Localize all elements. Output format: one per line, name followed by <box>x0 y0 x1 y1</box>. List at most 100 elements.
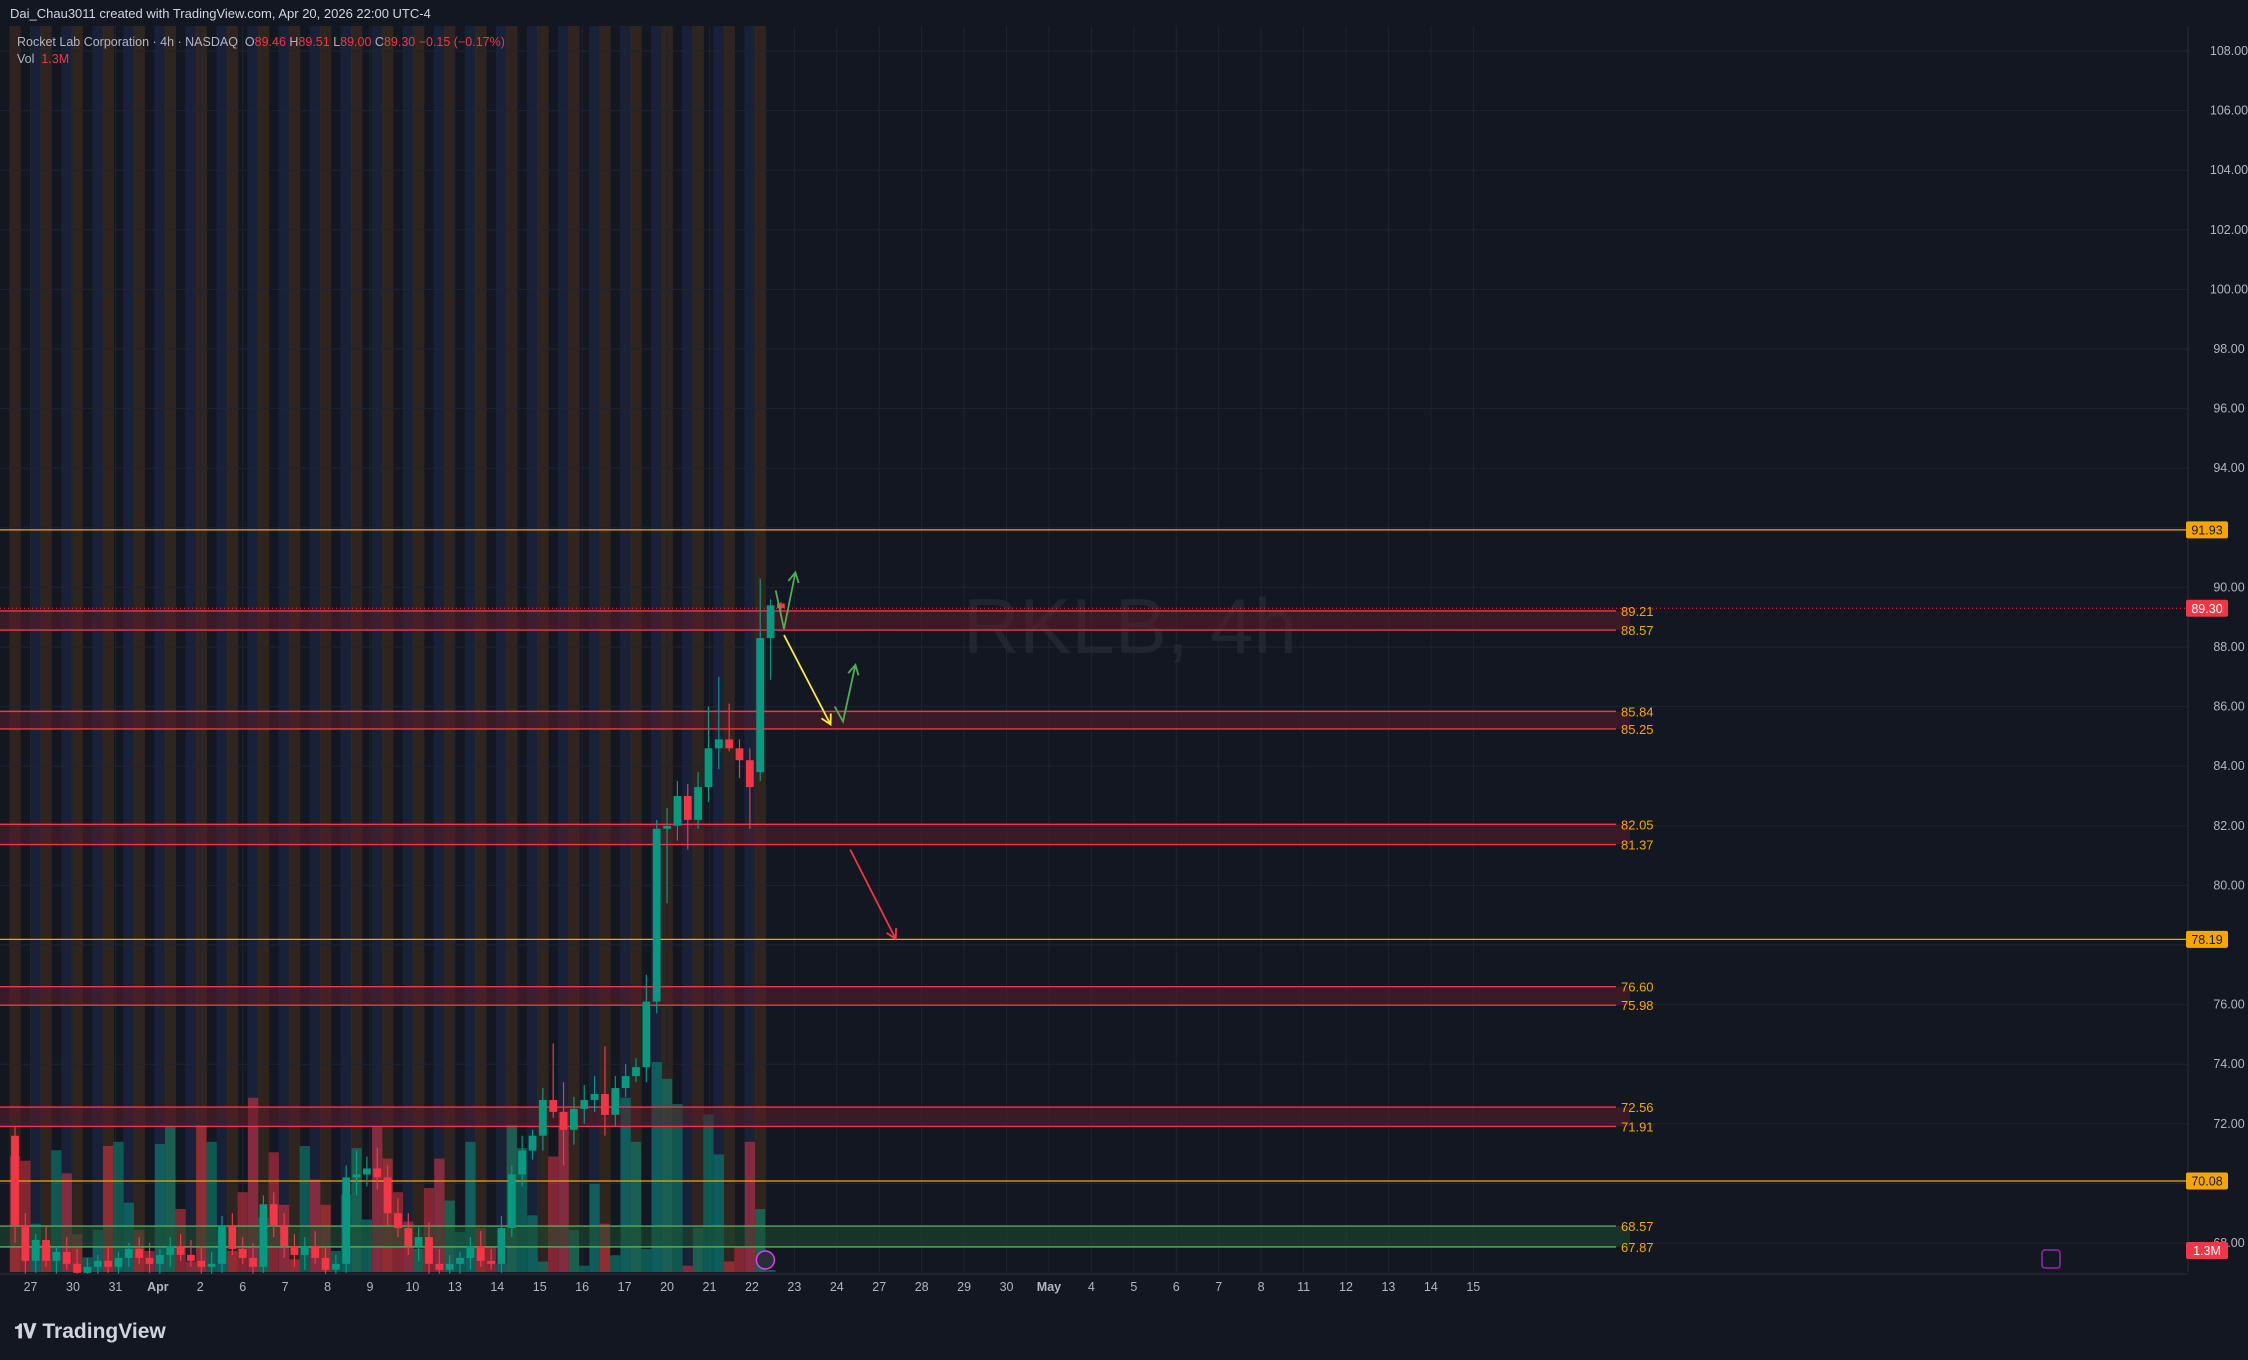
zone-bottom-label: 81.37 <box>1621 838 1654 853</box>
time-tick-label: 30 <box>66 1280 80 1294</box>
candle-body <box>518 1150 527 1175</box>
legend-low-label: L <box>333 35 341 49</box>
candle-down <box>559 1082 568 1166</box>
time-tick-label: 27 <box>24 1280 38 1294</box>
session-stripe <box>744 26 756 1272</box>
time-tick-label: 24 <box>830 1280 844 1294</box>
time-tick-label: 28 <box>915 1280 929 1294</box>
candle-body <box>601 1094 609 1115</box>
horizontal-levels[interactable] <box>0 529 2188 1182</box>
session-stripe <box>557 26 570 1272</box>
candlestick-series[interactable] <box>11 578 785 1285</box>
session-stripe <box>723 26 735 1272</box>
candle-up <box>497 1216 506 1273</box>
candle-down <box>601 1046 609 1136</box>
time-tick-label: 14 <box>490 1280 504 1294</box>
zone-band <box>0 1226 1630 1247</box>
candle-down <box>187 1240 195 1267</box>
candle-body <box>249 1257 257 1267</box>
session-stripe <box>713 26 725 1272</box>
session-stripe <box>402 26 415 1272</box>
candle-down <box>104 1245 113 1273</box>
candle-up <box>611 1076 620 1127</box>
candle-up <box>342 1165 351 1273</box>
legend-volume-label: Vol <box>17 52 35 66</box>
candle-up <box>218 1216 226 1273</box>
volume-bar <box>206 1141 217 1272</box>
footer: 𝟏𝐕 TradingView <box>0 1300 2248 1360</box>
session-stripe <box>495 26 508 1272</box>
legend-high-value: 89.51 <box>298 35 330 49</box>
candle-body <box>373 1168 382 1178</box>
candle-body <box>73 1263 81 1273</box>
volume-bar <box>651 1062 662 1272</box>
time-tick-label: 9 <box>367 1280 374 1294</box>
candle-body <box>145 1257 154 1264</box>
volume-bar <box>724 1261 735 1272</box>
time-tick-label: 13 <box>1381 1280 1395 1294</box>
candle-up <box>259 1195 268 1273</box>
candle-down <box>549 1043 558 1118</box>
candle-body <box>435 1263 444 1270</box>
time-tick-label: Apr <box>147 1280 169 1294</box>
projection-arrows[interactable] <box>774 570 898 941</box>
candle-down <box>280 1213 288 1258</box>
volume-badge-bg <box>2186 1242 2228 1259</box>
price-tick-label: 80.00 <box>2213 878 2244 892</box>
tradingview-brand: TradingView <box>42 1320 166 1343</box>
candle-body <box>42 1240 50 1261</box>
green-projection-arrow <box>833 664 857 725</box>
volume-bar <box>630 1141 642 1272</box>
candle-down <box>404 1213 413 1255</box>
candle-body <box>476 1245 485 1261</box>
volume-bar <box>465 1141 476 1272</box>
candle-down <box>487 1248 495 1270</box>
candle-down <box>62 1237 71 1270</box>
candle-body <box>135 1248 144 1258</box>
volume-bar <box>693 1227 704 1272</box>
zone-top-label: 72.56 <box>1621 1100 1654 1115</box>
volume-bar <box>641 1248 652 1272</box>
candle-up <box>704 706 713 802</box>
session-stripe <box>71 26 83 1272</box>
session-stripe <box>599 26 611 1272</box>
session-stripe <box>350 26 363 1272</box>
candle-up <box>632 1058 640 1083</box>
volume-bar <box>227 1251 238 1272</box>
tradingview-logo[interactable]: 𝟏𝐕 TradingView <box>14 1320 166 1344</box>
candle-body <box>11 1135 19 1226</box>
candle-up <box>694 772 702 829</box>
volume-bar <box>299 1146 310 1272</box>
volume-bar <box>154 1143 165 1272</box>
arrow-head <box>820 713 832 727</box>
price-tick-label: 96.00 <box>2213 402 2244 416</box>
candle-up <box>414 1225 423 1261</box>
session-stripe <box>9 26 21 1272</box>
candle-body <box>611 1088 620 1115</box>
price-chart[interactable]: RKLB, 4h 89.2188.5785.8485.2582.0581.377… <box>0 26 2248 1300</box>
price-axis[interactable]: 108.00 106.00 104.00 102.00 100.00 98.00 96.00… <box>2186 26 2248 1300</box>
candle-body <box>756 638 765 773</box>
zone-price-labels: 89.21 88.57 85.84 85.25 82.05 81.37 76.60 75.98… <box>1621 604 1654 1255</box>
price-tick-label: 74.00 <box>2213 1057 2244 1071</box>
candle-up <box>456 1251 464 1276</box>
candle-down <box>135 1237 144 1264</box>
time-axis[interactable]: 27 30 31 Apr 2 6 7 8 9 10 13 14 15 16 17 20 21 22 23 24 27 28… <box>0 1273 2188 1300</box>
candle-body <box>31 1240 40 1261</box>
price-tick-label: 72.00 <box>2213 1117 2244 1131</box>
volume-bar <box>165 1127 176 1272</box>
volume-bar <box>372 1127 383 1272</box>
current-price-badge: 89.30 <box>2191 602 2222 616</box>
candle-body <box>187 1254 195 1261</box>
candle-body <box>238 1248 247 1258</box>
price-tick-label: 106.00 <box>2210 104 2248 118</box>
volume-bar <box>196 1125 207 1272</box>
time-tick-label: 23 <box>787 1280 801 1294</box>
time-tick-label: 15 <box>533 1280 547 1294</box>
volume-bar <box>61 1173 72 1272</box>
session-stripe <box>537 26 549 1272</box>
candle-body <box>445 1263 454 1270</box>
zone-top-label: 89.21 <box>1621 604 1654 619</box>
zone-band <box>0 986 1630 1006</box>
candle-body <box>404 1228 413 1246</box>
